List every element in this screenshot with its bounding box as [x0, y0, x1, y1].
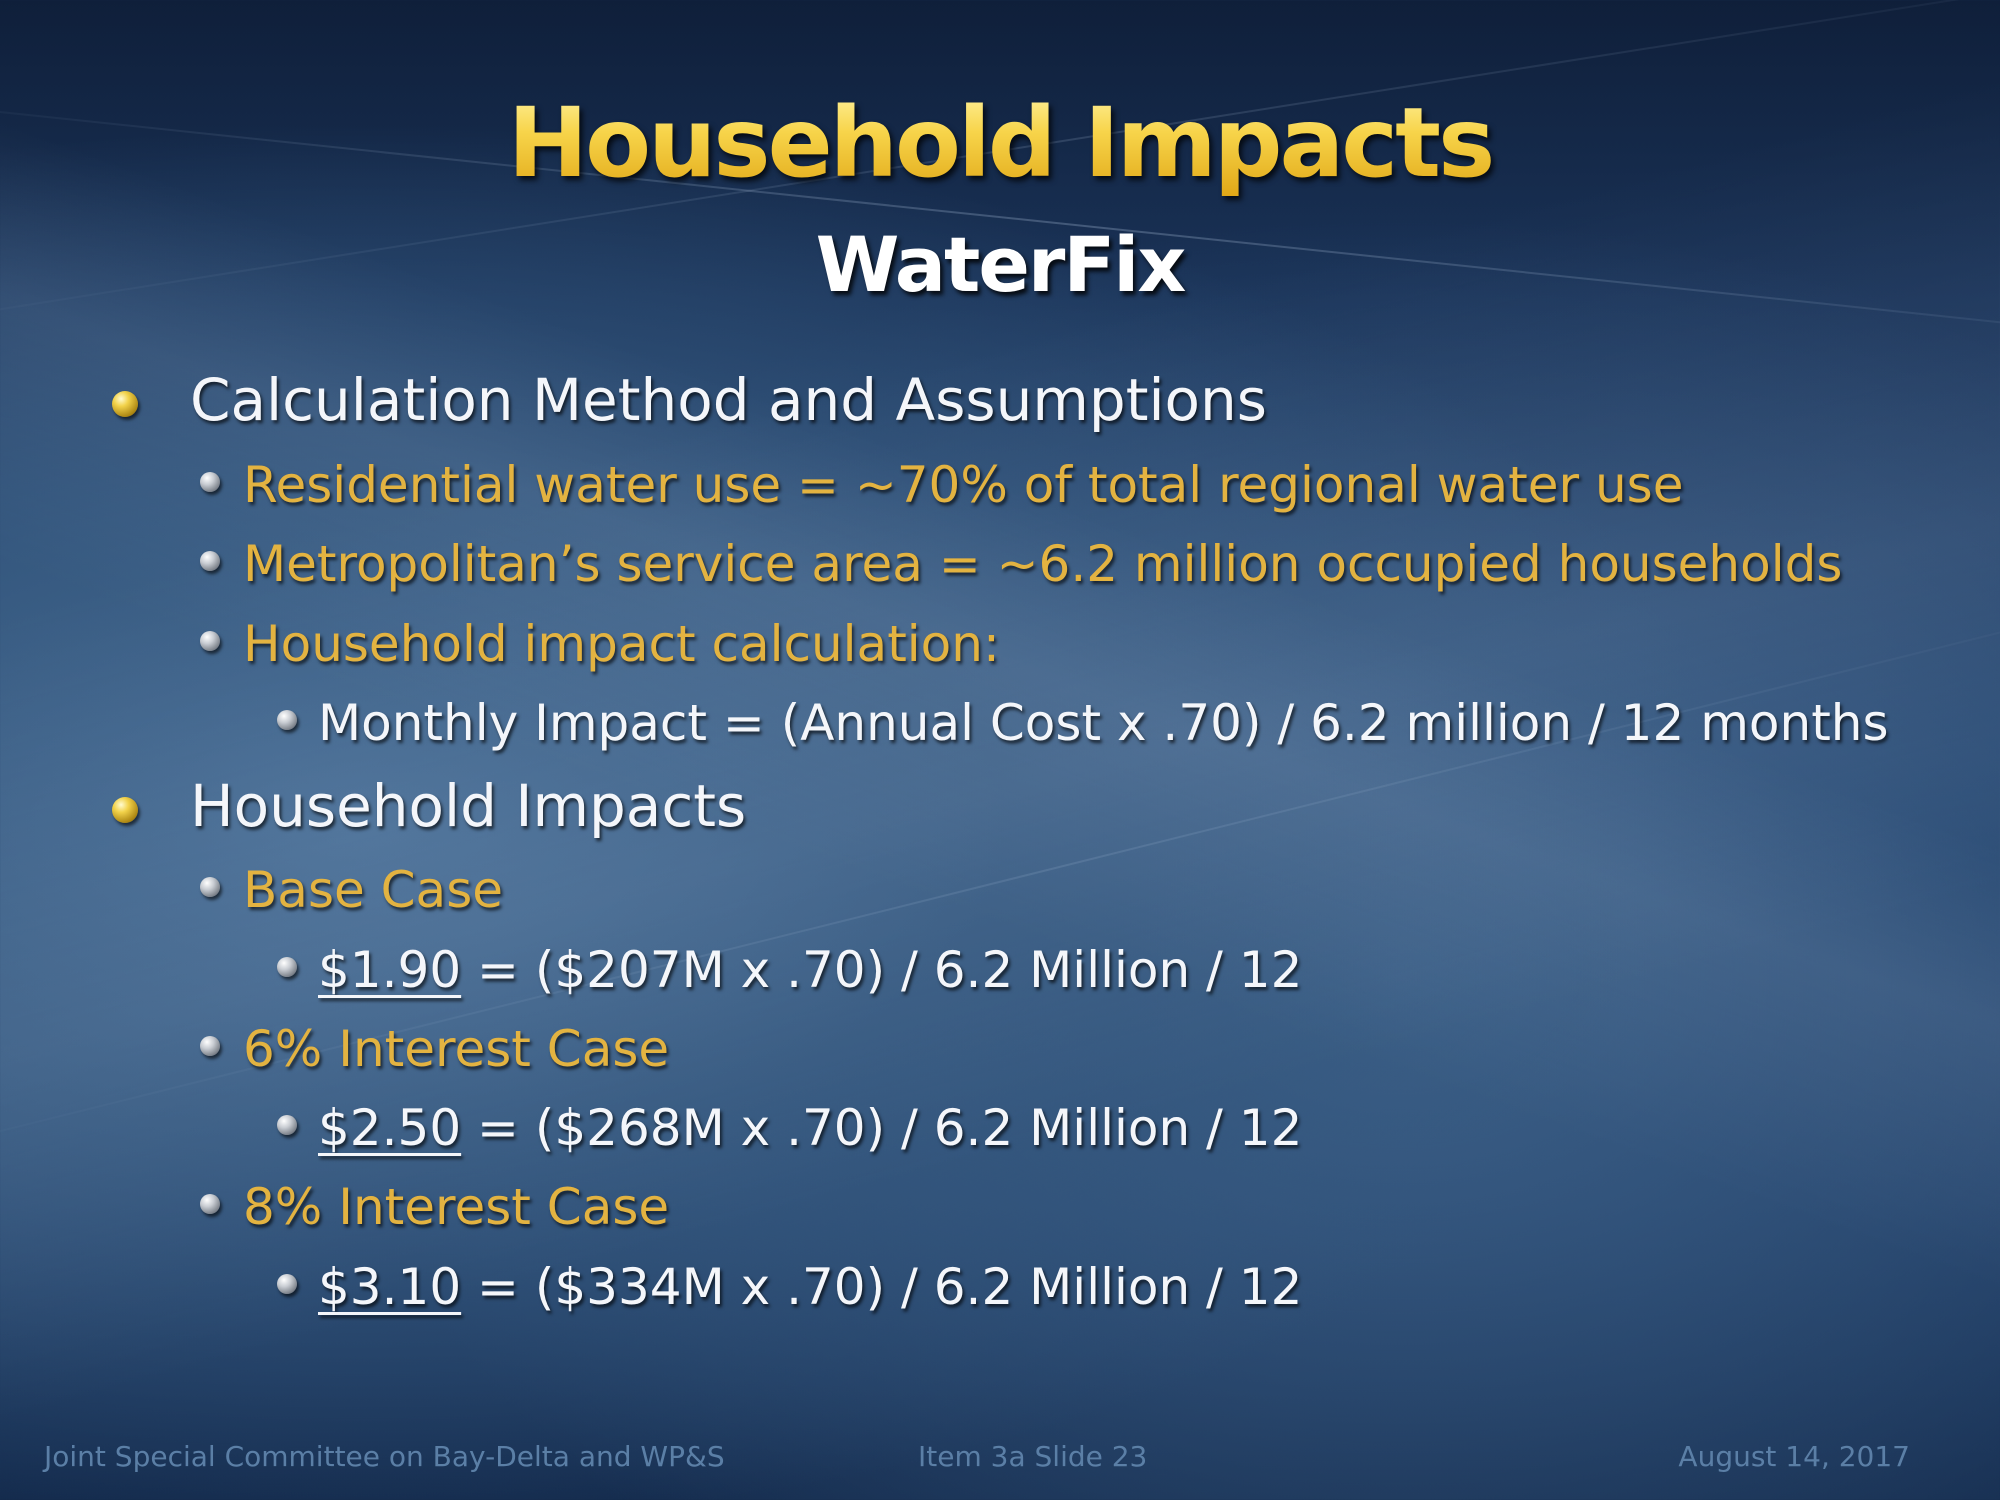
slide-subtitle: WaterFix: [815, 220, 1187, 309]
bullet-heading: Calculation Method and Assumptions: [190, 366, 1268, 434]
bullet-subitem: $2.50 = ($268M x .70) / 6.2 Million / 12: [318, 1099, 1302, 1157]
gold-sphere-bullet-icon: [112, 391, 138, 417]
gray-sphere-bullet-icon: [277, 1274, 297, 1294]
bullet-item: 6% Interest Case: [243, 1020, 670, 1078]
gray-sphere-bullet-icon: [200, 877, 220, 897]
gray-sphere-bullet-icon: [277, 1115, 297, 1135]
bullet-subitem: $1.90 = ($207M x .70) / 6.2 Million / 12: [318, 941, 1302, 999]
monthly-amount: $1.90: [318, 941, 462, 999]
gray-sphere-bullet-icon: [277, 710, 297, 730]
monthly-amount: $2.50: [318, 1099, 462, 1157]
formula-text: = ($207M x .70) / 6.2 Million / 12: [461, 941, 1303, 999]
bullet-subitem: Monthly Impact = (Annual Cost x .70) / 6…: [318, 694, 1889, 752]
bullet-item: Household impact calculation:: [243, 615, 1000, 673]
bullet-item: Residential water use = ~70% of total re…: [243, 456, 1684, 514]
bullet-subitem: $3.10 = ($334M x .70) / 6.2 Million / 12: [318, 1258, 1302, 1316]
monthly-amount: $3.10: [318, 1258, 462, 1316]
gray-sphere-bullet-icon: [200, 551, 220, 571]
bullet-heading: Household Impacts: [190, 772, 747, 840]
gray-sphere-bullet-icon: [200, 631, 220, 651]
bullet-item: Metropolitan’s service area = ~6.2 milli…: [243, 535, 1843, 593]
gray-sphere-bullet-icon: [200, 1036, 220, 1056]
gray-sphere-bullet-icon: [200, 1194, 220, 1214]
bullet-item: 8% Interest Case: [243, 1178, 670, 1236]
formula-text: = ($334M x .70) / 6.2 Million / 12: [461, 1258, 1303, 1316]
footer-committee: Joint Special Committee on Bay-Delta and…: [44, 1440, 725, 1473]
bullet-item: Base Case: [243, 861, 504, 919]
footer-date: August 14, 2017: [1678, 1440, 1910, 1473]
gold-sphere-bullet-icon: [112, 797, 138, 823]
gray-sphere-bullet-icon: [200, 472, 220, 492]
gray-sphere-bullet-icon: [277, 957, 297, 977]
footer-slide-number: Item 3a Slide 23: [918, 1440, 1148, 1473]
formula-text: = ($268M x .70) / 6.2 Million / 12: [461, 1099, 1303, 1157]
slide-title: Household Impacts: [0, 88, 2000, 198]
